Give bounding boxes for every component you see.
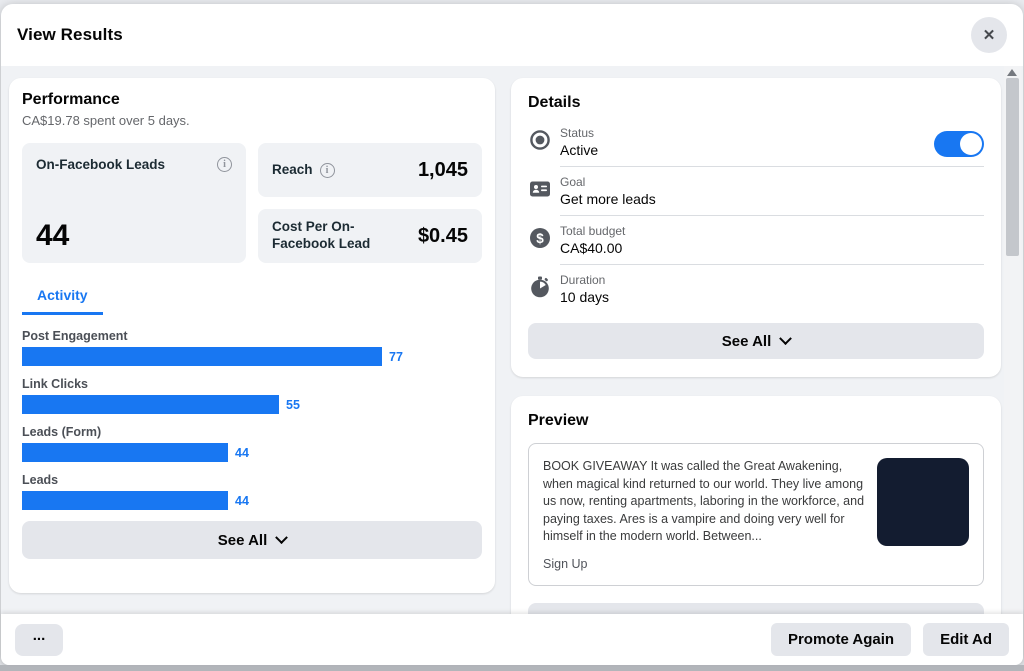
see-all-label: See All bbox=[217, 531, 268, 549]
see-all-label: See All bbox=[721, 332, 772, 350]
detail-label: Total budget bbox=[560, 224, 626, 238]
bar-fill bbox=[22, 443, 228, 462]
detail-value: CA$40.00 bbox=[560, 240, 623, 256]
bar-fill bbox=[22, 491, 228, 510]
metric-label: Reach bbox=[272, 161, 313, 177]
metric-on-facebook-leads: On-Facebook Leads i 44 bbox=[22, 143, 246, 263]
details-title: Details bbox=[528, 94, 581, 111]
scrollbar-thumb[interactable] bbox=[1006, 78, 1019, 256]
metric-value: 44 bbox=[36, 219, 70, 252]
bar-leads-form: Leads (Form) 44 bbox=[22, 425, 482, 462]
metric-cost-per-lead: Cost Per On-Facebook Lead $0.45 bbox=[258, 209, 482, 263]
detail-label: Status bbox=[560, 126, 595, 140]
stopwatch-icon bbox=[531, 276, 549, 298]
detail-row-goal: Goal Get more leads bbox=[528, 167, 984, 216]
ad-text: BOOK GIVEAWAY It was called the Great Aw… bbox=[543, 459, 865, 543]
modal-header: View Results ✕ bbox=[1, 4, 1023, 66]
bar-value: 55 bbox=[286, 397, 300, 412]
page-background-strip bbox=[0, 665, 1024, 671]
ad-preview-box: BOOK GIVEAWAY It was called the Great Aw… bbox=[528, 443, 984, 586]
tab-activity[interactable]: Activity bbox=[22, 287, 103, 315]
modal-footer: ... Promote Again Edit Ad bbox=[1, 614, 1023, 665]
metric-value: $0.45 bbox=[417, 224, 468, 247]
bar-link-clicks: Link Clicks 55 bbox=[22, 377, 482, 414]
ad-cta-label: Sign Up bbox=[543, 556, 588, 571]
bar-label: Post Engagement bbox=[22, 329, 128, 343]
bar-label: Leads bbox=[22, 473, 59, 487]
preview-edit-ad-button[interactable]: Edit Ad bbox=[528, 602, 984, 614]
performance-title: Performance bbox=[22, 91, 120, 108]
edit-ad-button[interactable]: Edit Ad bbox=[923, 623, 1009, 656]
details-see-all-button[interactable]: See All bbox=[528, 323, 984, 359]
chevron-down-icon bbox=[275, 530, 289, 544]
bar-value: 44 bbox=[235, 493, 249, 508]
ellipsis-icon: ... bbox=[32, 626, 46, 644]
view-results-modal: View Results ✕ Performance CA$19.78 spen… bbox=[1, 4, 1023, 665]
metric-label: On-Facebook Leads bbox=[36, 157, 166, 172]
close-icon: ✕ bbox=[982, 27, 996, 44]
bar-value: 77 bbox=[389, 349, 403, 364]
detail-row-status: Status Active bbox=[528, 118, 984, 167]
dollar-circle-icon: $ bbox=[530, 228, 550, 248]
status-radio-icon bbox=[530, 130, 550, 150]
vertical-scrollbar[interactable] bbox=[1004, 66, 1021, 614]
modal-title: View Results bbox=[17, 25, 123, 44]
activity-bar-chart: Post Engagement 77 Link Clicks 55 Leads … bbox=[22, 329, 482, 510]
bar-post-engagement: Post Engagement 77 bbox=[22, 329, 482, 366]
edit-ad-label: Edit Ad bbox=[730, 613, 782, 614]
preview-card: Preview BOOK GIVEAWAY It was called the … bbox=[511, 396, 1001, 614]
bar-fill bbox=[22, 395, 279, 414]
ad-thumbnail-image bbox=[877, 458, 969, 546]
detail-row-duration: Duration 10 days bbox=[528, 265, 984, 313]
preview-title: Preview bbox=[528, 412, 589, 429]
performance-card: Performance CA$19.78 spent over 5 days. … bbox=[9, 78, 495, 593]
detail-value: Active bbox=[560, 142, 599, 158]
chevron-down-icon bbox=[779, 331, 793, 345]
metric-tiles: On-Facebook Leads i 44 Reach i 1,045 C bbox=[22, 143, 482, 263]
toggle-knob bbox=[960, 133, 982, 155]
detail-label: Duration bbox=[560, 273, 606, 287]
info-icon[interactable]: i bbox=[217, 157, 232, 172]
bar-leads: Leads 44 bbox=[22, 473, 482, 510]
bar-value: 44 bbox=[235, 445, 249, 460]
svg-text:$: $ bbox=[536, 231, 544, 246]
metric-reach: Reach i 1,045 bbox=[258, 143, 482, 197]
info-icon[interactable]: i bbox=[319, 162, 335, 178]
detail-value: 10 days bbox=[560, 289, 610, 305]
bar-label: Link Clicks bbox=[22, 377, 88, 391]
performance-tabs: Activity bbox=[22, 287, 482, 315]
more-options-button[interactable]: ... bbox=[15, 623, 63, 656]
detail-value: Get more leads bbox=[560, 191, 656, 207]
bar-fill bbox=[22, 347, 382, 366]
close-button[interactable]: ✕ bbox=[971, 17, 1007, 53]
performance-see-all-button[interactable]: See All bbox=[22, 521, 482, 559]
scroll-up-arrow-icon[interactable] bbox=[1007, 69, 1017, 76]
details-card: Details Status Active bbox=[511, 78, 1001, 377]
bar-label: Leads (Form) bbox=[22, 425, 102, 439]
metric-value: 1,045 bbox=[417, 158, 468, 181]
detail-row-budget: $ Total budget CA$40.00 bbox=[528, 216, 984, 265]
detail-label: Goal bbox=[560, 175, 586, 189]
metric-label: Cost Per On-Facebook Lead bbox=[272, 219, 371, 251]
spend-summary: CA$19.78 spent over 5 days. bbox=[22, 113, 190, 128]
promote-again-button[interactable]: Promote Again bbox=[770, 623, 912, 656]
modal-content: Performance CA$19.78 spent over 5 days. … bbox=[1, 66, 1023, 614]
goal-contact-card-icon bbox=[530, 181, 550, 197]
status-toggle[interactable] bbox=[934, 131, 984, 157]
